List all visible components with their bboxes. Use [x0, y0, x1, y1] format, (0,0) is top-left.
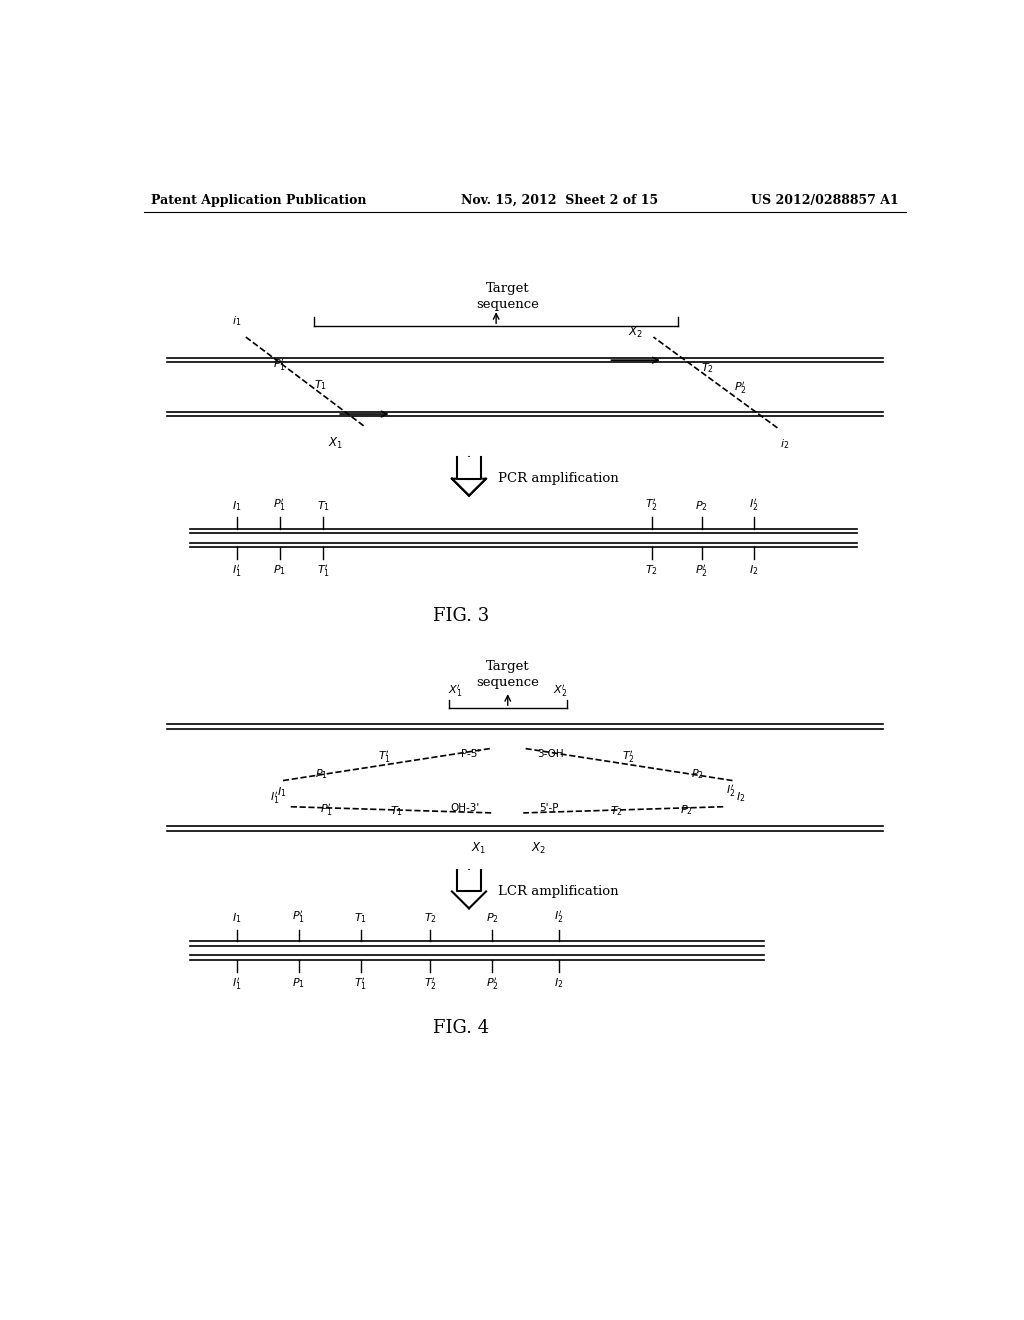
Text: PCR amplification: PCR amplification [499, 473, 620, 486]
Text: $X_2'$: $X_2'$ [553, 682, 567, 700]
Text: $T_1'$: $T_1'$ [316, 564, 330, 579]
Text: P-5': P-5' [461, 750, 480, 759]
Text: $T_2'$: $T_2'$ [424, 977, 436, 993]
Text: $P_2'$: $P_2'$ [695, 564, 708, 579]
Text: $P_1$: $P_1$ [315, 767, 328, 781]
Text: $T_2'$: $T_2'$ [623, 750, 635, 766]
Text: $i_1$: $i_1$ [231, 314, 242, 327]
Text: $I_1$: $I_1$ [276, 785, 286, 799]
Text: $I_2$: $I_2$ [554, 977, 563, 990]
Text: $I_1'$: $I_1'$ [231, 564, 242, 579]
Text: $T_2$: $T_2$ [645, 564, 658, 577]
Text: $I_1$: $I_1$ [231, 912, 242, 925]
Text: 3-OH: 3-OH [538, 750, 564, 759]
Text: $P_1$: $P_1$ [273, 564, 287, 577]
Text: $T_1$: $T_1$ [316, 499, 330, 512]
Text: $P_2$: $P_2$ [485, 912, 499, 925]
Text: $T_2$: $T_2$ [701, 360, 714, 375]
Text: $I_2$: $I_2$ [750, 564, 759, 577]
Text: $T_1'$: $T_1'$ [379, 750, 391, 766]
Text: $T_1$: $T_1$ [390, 804, 403, 818]
Text: $T_1$: $T_1$ [354, 912, 367, 925]
Text: 5'-P: 5'-P [539, 804, 558, 813]
Text: $P_1'$: $P_1'$ [321, 801, 334, 818]
Text: $X_1$: $X_1$ [471, 841, 485, 855]
Text: $T_2$: $T_2$ [424, 912, 436, 925]
Text: $P_2$: $P_2$ [695, 499, 708, 512]
Text: Nov. 15, 2012  Sheet 2 of 15: Nov. 15, 2012 Sheet 2 of 15 [461, 194, 658, 207]
Text: $I_2$: $I_2$ [735, 789, 745, 804]
Text: OH-3': OH-3' [451, 804, 480, 813]
Text: FIG. 3: FIG. 3 [433, 607, 489, 624]
Text: $I_2'$: $I_2'$ [726, 783, 735, 799]
Polygon shape [458, 457, 480, 479]
Text: $X_2$: $X_2$ [628, 325, 643, 341]
Text: Target
sequence: Target sequence [476, 660, 540, 689]
Text: $I_2'$: $I_2'$ [554, 909, 563, 925]
Text: $P_2'$: $P_2'$ [734, 380, 746, 396]
Text: $T_1$: $T_1$ [313, 379, 327, 392]
Text: $X_2$: $X_2$ [531, 841, 546, 855]
Text: $T_2'$: $T_2'$ [645, 496, 658, 512]
Text: Patent Application Publication: Patent Application Publication [152, 194, 367, 207]
Text: $P_1'$: $P_1'$ [292, 909, 305, 925]
Text: Target
sequence: Target sequence [476, 281, 540, 310]
Text: US 2012/0288857 A1: US 2012/0288857 A1 [751, 194, 898, 207]
Text: $P_2$: $P_2$ [680, 803, 692, 817]
Text: LCR amplification: LCR amplification [499, 884, 620, 898]
Text: $X_1'$: $X_1'$ [447, 682, 462, 700]
Text: $I_2'$: $I_2'$ [750, 496, 759, 512]
Polygon shape [458, 870, 480, 891]
Text: $I_1'$: $I_1'$ [231, 977, 242, 993]
Text: FIG. 4: FIG. 4 [433, 1019, 489, 1038]
Text: $X_1$: $X_1$ [328, 436, 343, 450]
Text: $T_1'$: $T_1'$ [354, 977, 367, 993]
Text: $I_1$: $I_1$ [231, 499, 242, 512]
Text: $P_1'$: $P_1'$ [272, 356, 286, 372]
Text: $P_1$: $P_1$ [292, 977, 305, 990]
Text: $P_2$: $P_2$ [690, 767, 703, 781]
Text: $P_2'$: $P_2'$ [485, 977, 499, 993]
Text: $I_1'$: $I_1'$ [270, 789, 280, 805]
Text: $T_2$: $T_2$ [610, 804, 623, 818]
Text: $P_1'$: $P_1'$ [273, 496, 287, 512]
Text: $i_2$: $i_2$ [780, 437, 790, 451]
